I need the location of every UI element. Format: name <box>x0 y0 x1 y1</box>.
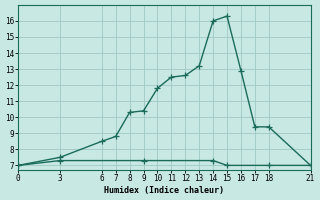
X-axis label: Humidex (Indice chaleur): Humidex (Indice chaleur) <box>104 186 224 195</box>
